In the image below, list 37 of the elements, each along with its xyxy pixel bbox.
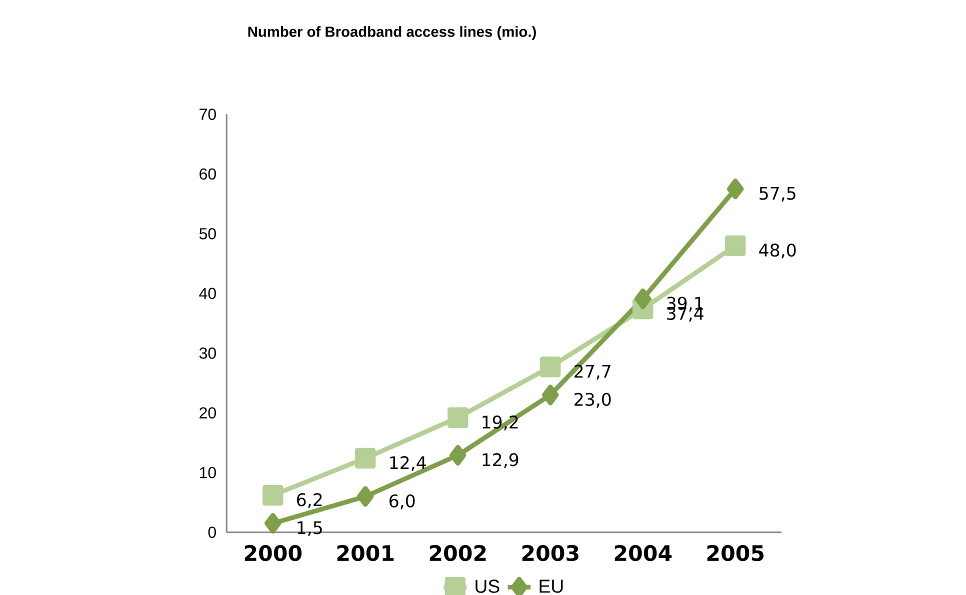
y-tick-label: 10 xyxy=(200,466,216,478)
point xyxy=(262,484,284,506)
data-label: 57,5 xyxy=(760,186,796,202)
x-tick-label: 2004 xyxy=(614,545,672,562)
y-tick-label: 20 xyxy=(200,407,216,419)
chart-title: Number of Broadband access lines (mio.) xyxy=(248,26,536,40)
y-tick-label: 50 xyxy=(199,228,216,240)
y-tick-label: 0 xyxy=(208,526,216,538)
point xyxy=(357,486,374,507)
point xyxy=(355,448,376,469)
data-label: 48,0 xyxy=(759,244,796,258)
data-label: 12,4 xyxy=(390,456,426,472)
data-label: 6,0 xyxy=(390,494,415,510)
x-tick-label: 2000 xyxy=(244,545,302,562)
point xyxy=(448,407,468,428)
x-tick-label: 2001 xyxy=(337,545,394,562)
point xyxy=(727,178,744,200)
point xyxy=(264,512,282,534)
point xyxy=(634,288,652,310)
y-tick-label: 70 xyxy=(200,108,216,120)
point xyxy=(542,384,559,406)
data-label: 6,2 xyxy=(297,493,322,508)
y-tick-label: 30 xyxy=(199,347,216,359)
x-tick-label: 2002 xyxy=(430,545,486,562)
x-tick-label: 2003 xyxy=(522,545,578,562)
point xyxy=(725,235,746,256)
y-tick-label: 40 xyxy=(199,288,216,300)
data-label: 12,9 xyxy=(482,453,518,468)
y-tick-label: 60 xyxy=(200,168,216,180)
data-label: 23,0 xyxy=(574,392,611,408)
x-tick-label: 2005 xyxy=(707,545,764,562)
point xyxy=(540,356,561,378)
legend-label: US xyxy=(476,580,500,593)
point xyxy=(450,444,466,466)
legend-label: EU xyxy=(540,580,563,593)
data-label: 1,5 xyxy=(298,521,322,536)
data-label: 27,7 xyxy=(574,364,610,380)
